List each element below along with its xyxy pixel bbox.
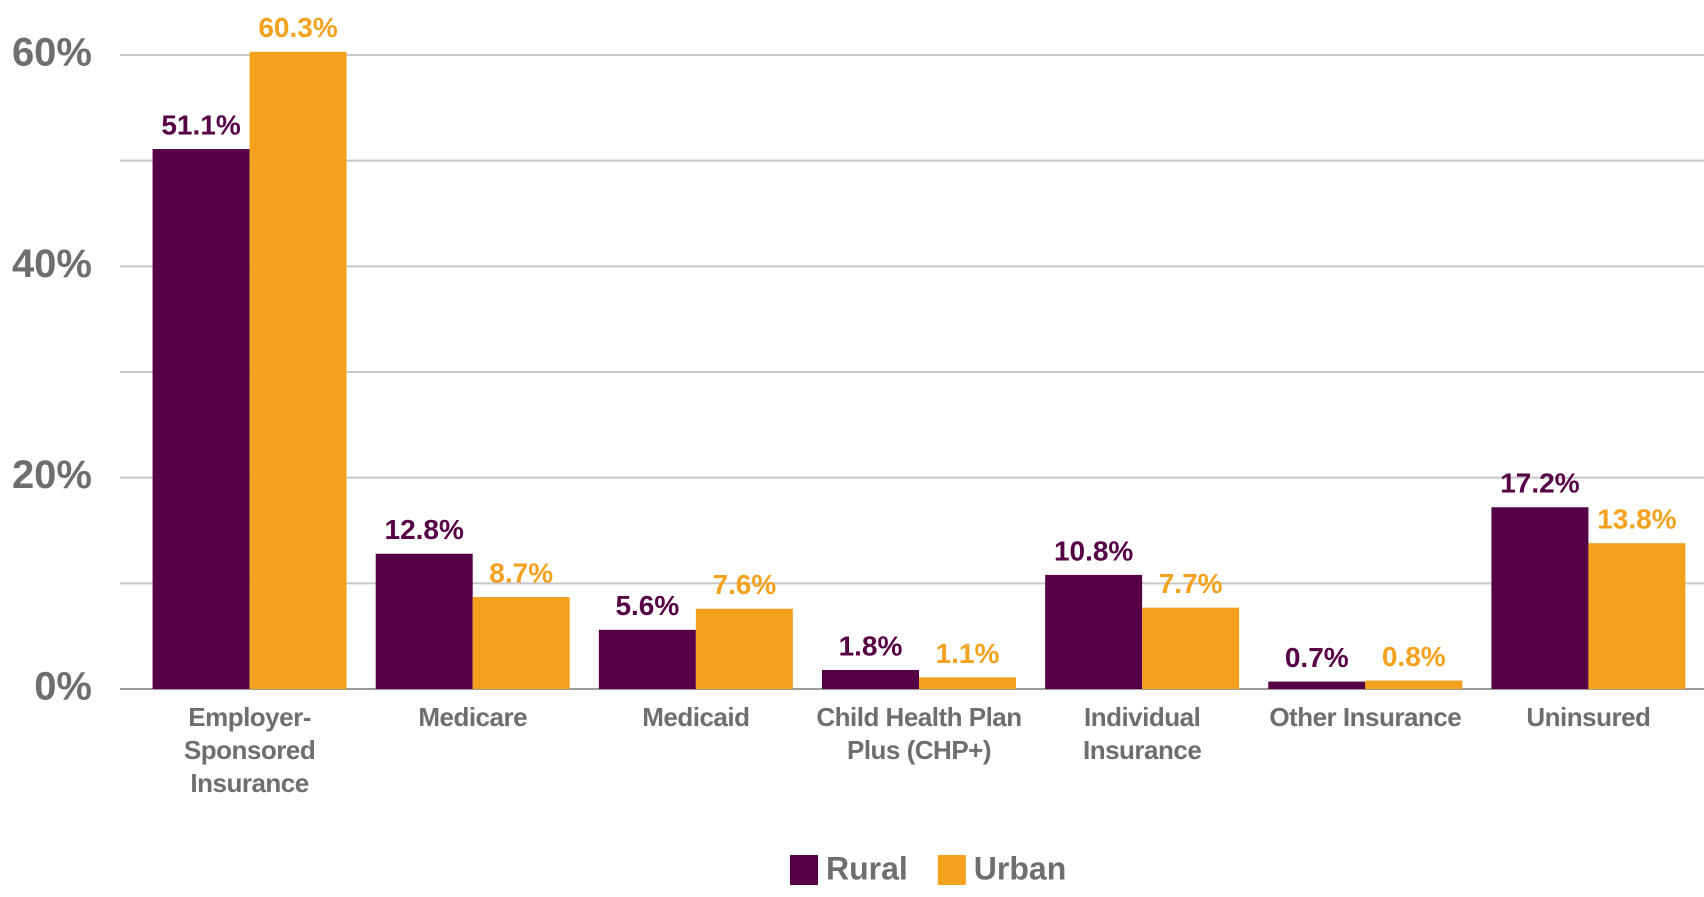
data-label: 1.1% bbox=[936, 638, 1000, 669]
x-tick-label: Child Health Plan Plus (CHP+) bbox=[816, 702, 1022, 765]
bar bbox=[1365, 680, 1463, 689]
x-tick-label: Uninsured bbox=[1526, 702, 1651, 732]
legend-swatch bbox=[937, 855, 966, 885]
bar bbox=[249, 51, 347, 689]
bar bbox=[152, 149, 250, 689]
bar bbox=[598, 629, 696, 689]
data-label: 13.8% bbox=[1597, 504, 1676, 535]
y-tick-label: 20% bbox=[12, 453, 92, 497]
x-tick-label: Medicaid bbox=[642, 702, 750, 732]
legend-label: Rural bbox=[826, 850, 908, 886]
data-label: 7.6% bbox=[712, 569, 776, 600]
data-label: 7.7% bbox=[1159, 568, 1223, 599]
legend-label: Urban bbox=[974, 850, 1066, 886]
bar bbox=[1142, 607, 1240, 689]
bar bbox=[1045, 574, 1143, 689]
data-label: 60.3% bbox=[258, 12, 337, 43]
bar bbox=[822, 669, 919, 689]
data-label: 12.8% bbox=[385, 514, 464, 545]
data-label: 0.7% bbox=[1285, 642, 1349, 673]
data-label: 51.1% bbox=[161, 109, 240, 140]
data-label: 1.8% bbox=[839, 630, 903, 661]
y-tick-label: 40% bbox=[12, 242, 92, 286]
bar bbox=[919, 677, 1016, 689]
x-tick-label: Other Insurance bbox=[1269, 702, 1462, 732]
bar bbox=[1491, 507, 1589, 689]
bar bbox=[1268, 681, 1366, 689]
data-label: 5.6% bbox=[615, 590, 679, 621]
data-label: 8.7% bbox=[489, 557, 553, 588]
x-tick-label: Employer-Sponsored Insurance bbox=[183, 702, 316, 798]
x-tick-label: Individual Insurance bbox=[1082, 702, 1202, 765]
y-tick-label: 0% bbox=[34, 665, 92, 709]
data-label: 0.8% bbox=[1382, 641, 1446, 672]
bar bbox=[695, 608, 793, 689]
legend-swatch bbox=[790, 855, 818, 885]
y-tick-label: 60% bbox=[12, 31, 92, 75]
bar bbox=[375, 553, 473, 689]
data-label: 17.2% bbox=[1500, 468, 1579, 499]
data-label: 10.8% bbox=[1054, 535, 1133, 566]
bar bbox=[472, 597, 570, 689]
x-tick-label: Medicare bbox=[418, 702, 528, 732]
bar bbox=[1588, 543, 1686, 689]
